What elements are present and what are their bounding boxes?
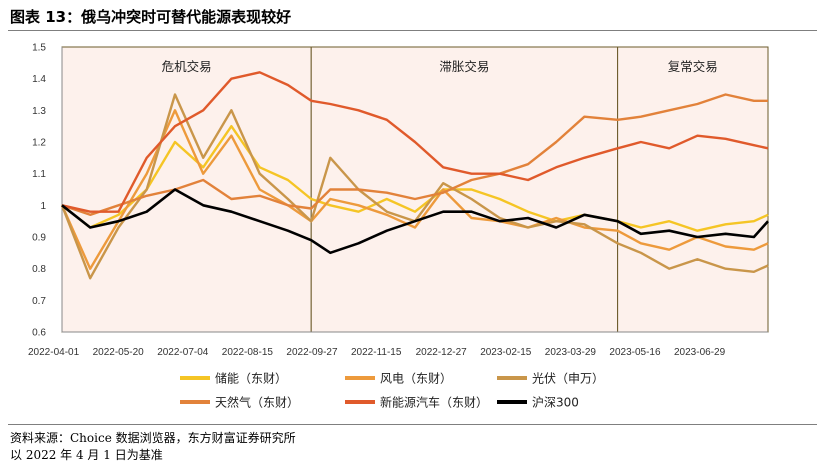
x-tick-label: 2022-07-04 xyxy=(157,347,209,358)
series-line-4 xyxy=(61,71,769,213)
region-band-0 xyxy=(61,46,312,333)
y-tick-label: 1.2 xyxy=(32,138,46,149)
series-line-1 xyxy=(60,109,769,270)
series-line-3 xyxy=(61,93,768,217)
region-bands xyxy=(61,46,769,333)
source-note: 资料来源：Choice 数据浏览器，东方财富证券研究所 xyxy=(10,431,296,445)
baseline-note: 以 2022 年 4 月 1 日为基准 xyxy=(10,448,163,462)
x-tick-label: 2022-04-01 xyxy=(28,347,80,358)
series-lines xyxy=(60,71,769,280)
legend-label: 新能源汽车（东财） xyxy=(380,395,488,410)
region-band-2 xyxy=(617,46,769,333)
legend-label: 风电（东财） xyxy=(380,372,452,386)
x-tick-label: 2023-06-29 xyxy=(674,347,726,358)
region-label: 危机交易 xyxy=(162,59,212,74)
title-divider xyxy=(8,30,817,31)
region-labels: 危机交易 滞胀交易 复常交易 xyxy=(162,59,718,74)
x-tick-labels: 2022-04-01 2022-05-20 2022-07-04 2022-08-15… xyxy=(28,347,726,358)
y-tick-label: 0.7 xyxy=(32,296,46,307)
legend: 储能（东财） 风电（东财） 光伏（申万） 天然气（东财） 新能源汽车（东财） 沪深300 xyxy=(180,371,604,410)
series-line-5 xyxy=(61,188,769,255)
y-tick-label: 1 xyxy=(40,201,46,212)
legend-label: 沪深300 xyxy=(532,396,579,410)
y-tick-label: 0.9 xyxy=(32,233,46,244)
x-tick-label: 2023-05-16 xyxy=(609,347,661,358)
x-tick-label: 2022-08-15 xyxy=(222,347,274,358)
legend-label: 天然气（东财） xyxy=(215,395,299,410)
region-label: 复常交易 xyxy=(668,59,718,74)
y-tick-labels: 0.6 0.7 0.8 0.9 1 1.1 1.2 1.3 1.4 1.5 xyxy=(32,43,46,339)
source-divider xyxy=(8,424,817,425)
x-tick-label: 2022-12-27 xyxy=(416,347,468,358)
y-tick-label: 1.3 xyxy=(32,106,46,117)
y-tick-label: 1.5 xyxy=(32,43,46,54)
x-tick-label: 2022-05-20 xyxy=(93,347,145,358)
chart-title: 图表 13：俄乌冲突时可替代能源表现较好 xyxy=(10,8,292,26)
region-label: 滞胀交易 xyxy=(439,59,489,74)
legend-label: 光伏（申万） xyxy=(532,372,604,386)
y-tick-label: 0.6 xyxy=(32,328,46,339)
y-tick-label: 0.8 xyxy=(32,264,46,275)
y-tick-label: 1.1 xyxy=(32,169,46,180)
x-tick-label: 2023-02-15 xyxy=(480,347,532,358)
x-tick-label: 2022-09-27 xyxy=(286,347,338,358)
series-line-0 xyxy=(61,124,769,232)
axes xyxy=(61,47,768,333)
legend-label: 储能（东财） xyxy=(215,371,287,386)
x-tick-label: 2022-11-15 xyxy=(351,347,402,358)
x-tick-label: 2023-03-29 xyxy=(545,347,597,358)
y-tick-label: 1.4 xyxy=(32,74,46,85)
